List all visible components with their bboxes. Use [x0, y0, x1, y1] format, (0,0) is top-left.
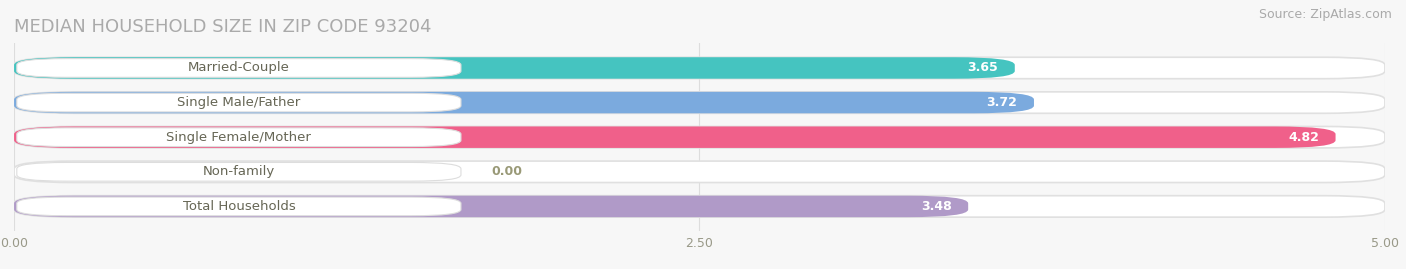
FancyBboxPatch shape — [14, 196, 969, 217]
Text: 3.65: 3.65 — [967, 61, 998, 75]
FancyBboxPatch shape — [14, 196, 1385, 217]
FancyBboxPatch shape — [14, 57, 1385, 79]
FancyBboxPatch shape — [14, 92, 1385, 113]
FancyBboxPatch shape — [17, 162, 461, 181]
FancyBboxPatch shape — [17, 128, 461, 147]
FancyBboxPatch shape — [14, 161, 1385, 183]
Text: MEDIAN HOUSEHOLD SIZE IN ZIP CODE 93204: MEDIAN HOUSEHOLD SIZE IN ZIP CODE 93204 — [14, 18, 432, 36]
FancyBboxPatch shape — [14, 126, 1336, 148]
FancyBboxPatch shape — [17, 197, 461, 216]
FancyBboxPatch shape — [17, 59, 461, 77]
Text: Single Male/Father: Single Male/Father — [177, 96, 301, 109]
FancyBboxPatch shape — [14, 126, 1385, 148]
Text: Total Households: Total Households — [183, 200, 295, 213]
Text: Source: ZipAtlas.com: Source: ZipAtlas.com — [1258, 8, 1392, 21]
Text: Non-family: Non-family — [202, 165, 276, 178]
FancyBboxPatch shape — [14, 57, 1015, 79]
Text: 0.00: 0.00 — [491, 165, 522, 178]
Text: 3.48: 3.48 — [921, 200, 952, 213]
FancyBboxPatch shape — [14, 92, 1033, 113]
Text: 3.72: 3.72 — [987, 96, 1018, 109]
Text: Single Female/Mother: Single Female/Mother — [166, 131, 311, 144]
Text: Married-Couple: Married-Couple — [188, 61, 290, 75]
Text: 4.82: 4.82 — [1288, 131, 1319, 144]
FancyBboxPatch shape — [17, 93, 461, 112]
